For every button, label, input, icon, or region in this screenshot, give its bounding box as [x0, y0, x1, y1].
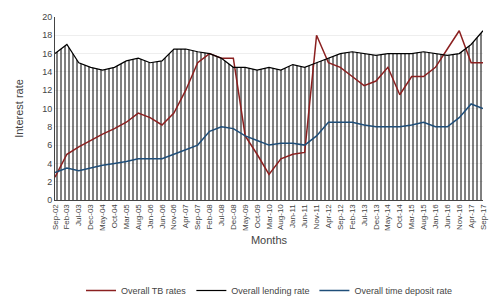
svg-text:Dec-08: Dec-08 — [229, 204, 238, 230]
svg-text:2: 2 — [47, 177, 52, 187]
svg-text:Mar-05: Mar-05 — [122, 204, 131, 230]
svg-text:4: 4 — [47, 159, 52, 169]
svg-text:12: 12 — [42, 85, 52, 95]
svg-text:Dec-03: Dec-03 — [86, 204, 95, 230]
svg-text:Sep-17: Sep-17 — [479, 204, 488, 230]
svg-text:Overall TB rates: Overall TB rates — [121, 286, 186, 296]
svg-text:Oct-04: Oct-04 — [110, 204, 119, 229]
svg-text:Jan-06: Jan-06 — [146, 204, 155, 229]
svg-text:Nov-16: Nov-16 — [455, 204, 464, 230]
svg-text:Overall lending rate: Overall lending rate — [231, 286, 309, 296]
svg-text:Mar-10: Mar-10 — [265, 204, 274, 230]
svg-text:Months: Months — [251, 234, 288, 246]
svg-text:Jan-11: Jan-11 — [288, 204, 297, 228]
svg-text:6: 6 — [47, 140, 52, 150]
svg-text:Nov-11: Nov-11 — [312, 204, 321, 230]
svg-text:Jul-13: Jul-13 — [360, 204, 369, 226]
svg-text:Interest rate: Interest rate — [13, 79, 25, 138]
svg-text:Feb-03: Feb-03 — [62, 204, 71, 230]
svg-text:Nov-06: Nov-06 — [169, 204, 178, 230]
svg-text:Apr-17: Apr-17 — [467, 204, 476, 229]
svg-text:0: 0 — [47, 195, 52, 205]
svg-text:Jun-11: Jun-11 — [300, 204, 309, 228]
svg-text:Feb-13: Feb-13 — [348, 204, 357, 230]
svg-text:Oct-14: Oct-14 — [395, 204, 404, 229]
svg-text:Jun-16: Jun-16 — [443, 204, 452, 229]
svg-text:14: 14 — [42, 67, 52, 77]
svg-text:May-09: May-09 — [241, 204, 250, 231]
svg-text:Sep-07: Sep-07 — [193, 204, 202, 230]
svg-text:Overall time deposit rate: Overall time deposit rate — [354, 286, 452, 296]
svg-text:20: 20 — [42, 12, 52, 22]
svg-text:Sep-02: Sep-02 — [51, 204, 60, 230]
svg-text:10: 10 — [42, 104, 52, 114]
svg-text:Dec-13: Dec-13 — [372, 204, 381, 230]
svg-text:16: 16 — [42, 49, 52, 59]
svg-text:Apr-07: Apr-07 — [181, 204, 190, 229]
svg-text:Aug-15: Aug-15 — [419, 204, 428, 230]
svg-text:Feb-08: Feb-08 — [205, 204, 214, 230]
svg-text:May-04: May-04 — [98, 204, 107, 231]
svg-text:Aug-05: Aug-05 — [134, 204, 143, 230]
svg-text:Aug-10: Aug-10 — [276, 204, 285, 230]
svg-text:Apr-12: Apr-12 — [324, 204, 333, 229]
svg-text:Oct-09: Oct-09 — [253, 204, 262, 229]
svg-text:18: 18 — [42, 30, 52, 40]
svg-text:May-14: May-14 — [383, 204, 392, 231]
svg-text:Sep-12: Sep-12 — [336, 204, 345, 230]
svg-text:8: 8 — [47, 122, 52, 132]
svg-text:Jul-03: Jul-03 — [74, 204, 83, 226]
svg-text:Jan-16: Jan-16 — [431, 204, 440, 229]
svg-text:Jul-08: Jul-08 — [217, 204, 226, 226]
svg-text:Jun-06: Jun-06 — [158, 204, 167, 229]
svg-text:Mar-15: Mar-15 — [407, 204, 416, 230]
